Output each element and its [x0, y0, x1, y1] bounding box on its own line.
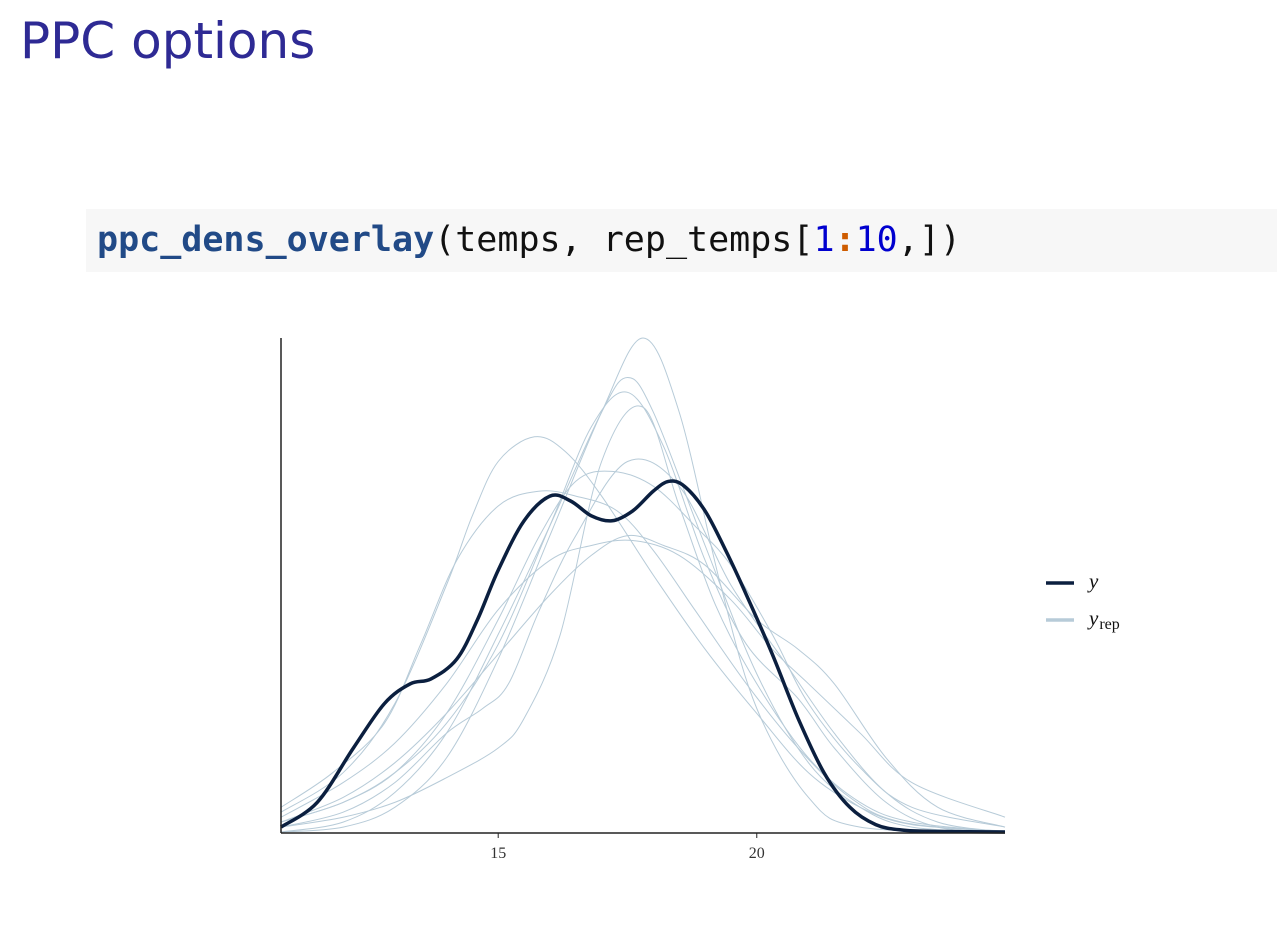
code-block: ppc_dens_overlay(temps, rep_temps[1:10,]…: [86, 209, 1277, 272]
yrep-density-line-1: [280, 436, 1006, 832]
yrep-series-layer: [280, 337, 1006, 833]
yrep-density-line-8: [280, 391, 1006, 833]
yrep-density-line-3: [280, 376, 1006, 833]
yrep-density-line-9: [280, 405, 1006, 833]
code-number-end: 10: [855, 220, 898, 260]
slide-title: PPC options: [20, 12, 316, 70]
x-tick-label-15: 15: [490, 845, 506, 862]
code-range-operator: :: [834, 220, 856, 260]
legend-y-label: y: [1087, 569, 1099, 593]
x-tick-label-20: 20: [749, 845, 765, 862]
code-arguments-close: ,]): [897, 220, 961, 260]
yrep-density-line-6: [280, 534, 1006, 828]
y-series-layer: [279, 479, 1006, 834]
yrep-density-line-7: [280, 458, 1006, 833]
legend-yrep-main: y: [1087, 606, 1099, 630]
yrep-density-line-2: [280, 337, 1006, 833]
yrep-density-line-4: [280, 539, 1006, 818]
code-line: ppc_dens_overlay(temps, rep_temps[1:10,]…: [97, 217, 961, 263]
y-density-line: [279, 479, 1006, 834]
code-function-name: ppc_dens_overlay: [97, 220, 435, 260]
legend-yrep-label: yrep: [1087, 606, 1120, 633]
code-number-start: 1: [813, 220, 835, 260]
code-arguments-open: (temps, rep_temps[: [434, 220, 814, 260]
x-axis-ticks: 15 20: [490, 833, 765, 862]
legend-yrep-subscript: rep: [1099, 616, 1119, 633]
yrep-density-line-5: [280, 470, 1006, 828]
legend: y yrep: [1046, 569, 1120, 633]
